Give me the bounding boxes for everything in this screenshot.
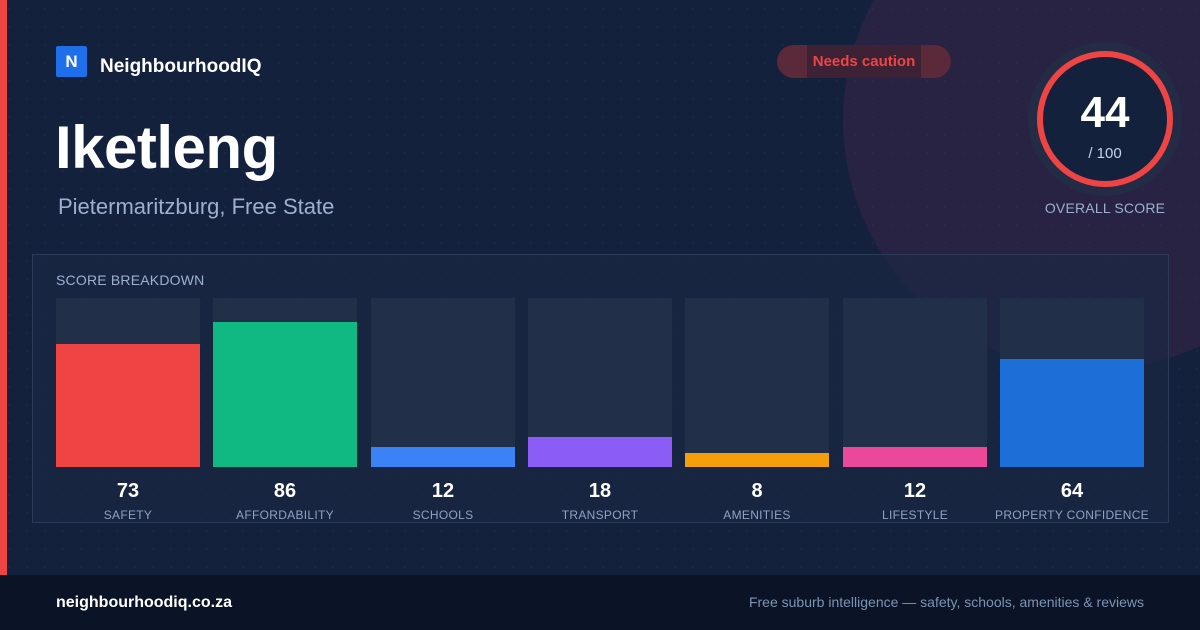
bar-fill: [528, 437, 672, 467]
bar-track: [1000, 298, 1144, 467]
suburb-title: Iketleng: [55, 114, 278, 181]
bar-track: [843, 298, 987, 467]
score-bar-amenities: 8 AMENITIES: [685, 298, 829, 522]
bar-value: 64: [1060, 480, 1084, 502]
suburb-location: Pietermaritzburg, Free State: [58, 194, 335, 219]
bar-track: [371, 298, 515, 467]
bar-value: 18: [588, 480, 612, 502]
score-bar-property-confidence: 64 PROPERTY CONFIDENCE: [995, 298, 1149, 522]
bar-value: 8: [751, 480, 763, 502]
bar-label: SCHOOLS: [412, 508, 474, 522]
bar-fill: [1000, 359, 1144, 467]
bar-track: [528, 298, 672, 467]
accent-strip: [0, 0, 7, 575]
score-bar-schools: 12 SCHOOLS: [371, 298, 515, 522]
bar-fill: [371, 447, 515, 467]
bar-label: PROPERTY CONFIDENCE: [995, 508, 1149, 522]
score-breakdown-title: SCORE BREAKDOWN: [56, 272, 205, 288]
bar-value: 86: [273, 480, 297, 502]
bar-label: SAFETY: [103, 508, 153, 522]
bar-fill: [685, 453, 829, 467]
bar-fill: [213, 322, 357, 467]
bar-value: 12: [903, 480, 927, 502]
bar-label: AMENITIES: [723, 508, 791, 522]
bar-value: 73: [116, 480, 140, 502]
brand-name: NeighbourhoodIQ: [100, 56, 262, 77]
footer-tagline: Free suburb intelligence — safety, schoo…: [748, 594, 1144, 610]
overall-score-max: / 100: [1088, 145, 1122, 162]
bar-fill: [843, 447, 987, 467]
bar-track: [213, 298, 357, 467]
bar-fill: [56, 344, 200, 467]
score-bar-lifestyle: 12 LIFESTYLE: [843, 298, 987, 522]
status-badge-label: Needs caution: [812, 53, 916, 70]
footer-url[interactable]: neighbourhoodiq.co.za: [56, 594, 232, 611]
bar-label: AFFORDABILITY: [236, 508, 334, 522]
overall-score-caption: OVERALL SCORE: [1044, 200, 1166, 216]
logo-letter: N: [65, 51, 78, 71]
bar-label: TRANSPORT: [561, 508, 639, 522]
bar-track: [685, 298, 829, 467]
overall-score-value: 44: [1080, 88, 1130, 137]
score-bar-safety: 73 SAFETY: [56, 298, 200, 522]
footer: [0, 575, 1200, 630]
overall-score-ring: 44 / 100: [1037, 51, 1173, 187]
bar-value: 12: [431, 480, 455, 502]
overall-score-gauge: 44 / 100: [1028, 42, 1182, 196]
score-bar-affordability: 86 AFFORDABILITY: [213, 298, 357, 522]
score-bar-transport: 18 TRANSPORT: [528, 298, 672, 522]
score-breakdown-bars: 73 SAFETY 86 AFFORDABILITY 12 SCHOOLS 18 TRANSP…: [56, 298, 1149, 522]
status-badge: Needs caution: [777, 45, 951, 78]
logo-icon: N: [56, 46, 87, 77]
bar-label: LIFESTYLE: [881, 508, 949, 522]
bar-track: [56, 298, 200, 467]
